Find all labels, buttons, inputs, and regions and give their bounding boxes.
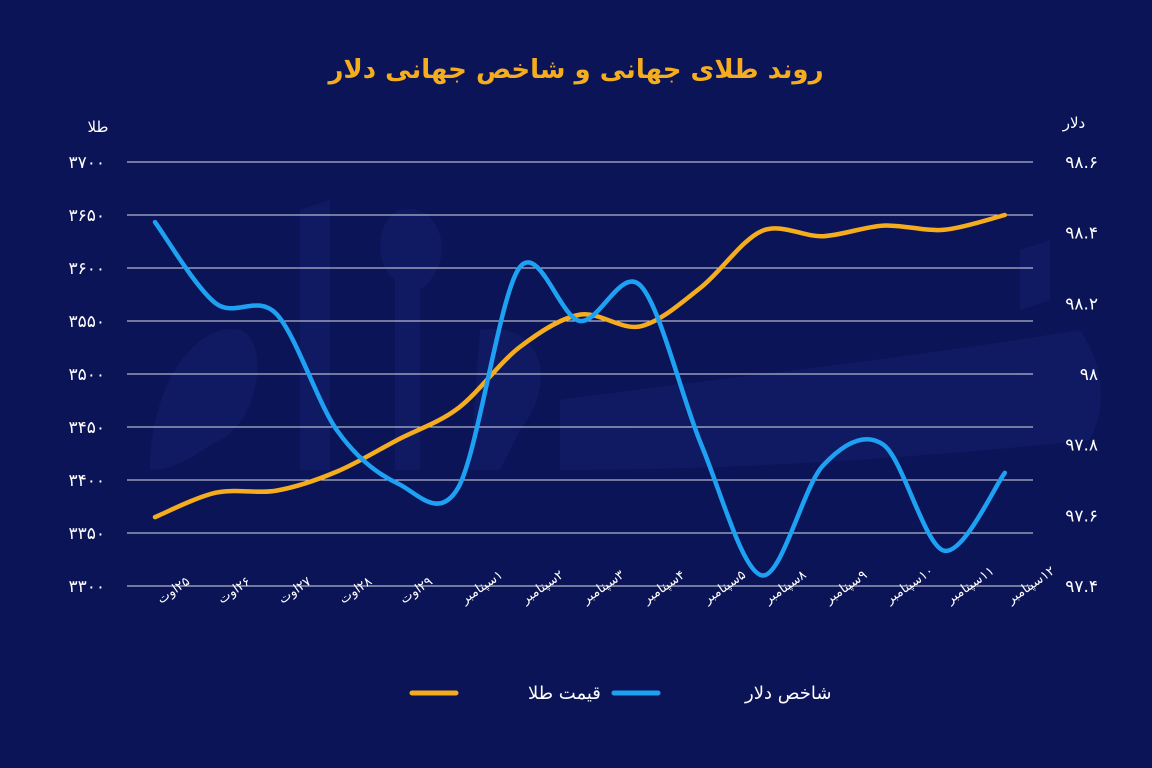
right-tick-label: ۹۸.۲ — [1065, 294, 1098, 314]
x-tick-label: ۹سپتامبر — [822, 568, 871, 608]
left-tick-label: ۳۷۰۰ — [68, 153, 105, 173]
series-layer — [152, 212, 1008, 578]
x-tick-label: ۲۵اوت — [155, 574, 193, 607]
watermark-stroke-2 — [300, 200, 330, 470]
right-tick-label: ۹۷.۴ — [1065, 577, 1098, 597]
grid — [127, 161, 1033, 587]
x-tick-label: ۲۹اوت — [397, 574, 435, 607]
left-tick-label: ۳۴۰۰ — [68, 471, 105, 491]
watermark-stroke-5 — [560, 330, 1101, 470]
left-tick-label: ۳۳۵۰ — [68, 524, 105, 544]
left-axis: ۳۷۰۰ ۳۶۵۰ ۳۶۰۰ ۳۵۵۰ ۳۵۰۰ ۳۴۵۰ ۳۴۰۰ ۳۳۵۰ ۳۳۰۰ — [68, 153, 105, 597]
left-tick-label: ۳۶۵۰ — [68, 206, 105, 226]
x-tick-label: ۲سپتامبر — [518, 568, 567, 608]
watermark-stroke-6 — [1020, 240, 1050, 310]
right-axis-unit: دلار — [1062, 114, 1085, 132]
legend-label-dollar: شاخص دلار — [744, 683, 831, 704]
x-tick-label: ۵سپتامبر — [700, 568, 749, 608]
left-tick-label: ۳۵۵۰ — [68, 312, 105, 332]
x-tick-label: ۲۸اوت — [337, 574, 375, 607]
x-tick-label: ۳سپتامبر — [579, 568, 628, 608]
watermark-stroke-3 — [380, 208, 442, 470]
x-tick-label: ۴سپتامبر — [639, 568, 688, 608]
right-tick-label: ۹۸.۶ — [1065, 153, 1098, 173]
x-axis: ۲۵اوت ۲۶اوت ۲۷اوت ۲۸اوت ۲۹اوت ۱سپتامبر ۲سپتامب… — [155, 564, 1058, 608]
right-tick-label: ۹۸ — [1080, 365, 1098, 385]
chart-title: روند طلای جهانی و شاخص جهانی دلار — [326, 55, 823, 85]
right-tick-label: ۹۷.۸ — [1065, 436, 1098, 456]
left-axis-unit: طلا — [88, 118, 109, 136]
legend-label-gold: قیمت طلا — [528, 683, 601, 704]
right-axis: ۹۸.۶ ۹۸.۴ ۹۸.۲ ۹۸ ۹۷.۸ ۹۷.۶ ۹۷.۴ — [1065, 153, 1098, 597]
left-tick-label: ۳۵۰۰ — [68, 365, 105, 385]
left-tick-label: ۳۴۵۰ — [68, 418, 105, 438]
legend: قیمت طلا شاخص دلار — [409, 683, 831, 704]
watermark-stroke-4 — [470, 328, 541, 470]
watermark-stroke-1 — [150, 328, 258, 470]
right-tick-label: ۹۷.۶ — [1065, 506, 1098, 526]
x-tick-label: ۲۶اوت — [215, 574, 253, 607]
left-tick-label: ۳۳۰۰ — [68, 577, 105, 597]
right-tick-label: ۹۸.۴ — [1065, 224, 1098, 244]
x-tick-label: ۱سپتامبر — [457, 568, 506, 608]
x-tick-label: ۲۷اوت — [276, 574, 314, 607]
left-tick-label: ۳۶۰۰ — [68, 259, 105, 279]
